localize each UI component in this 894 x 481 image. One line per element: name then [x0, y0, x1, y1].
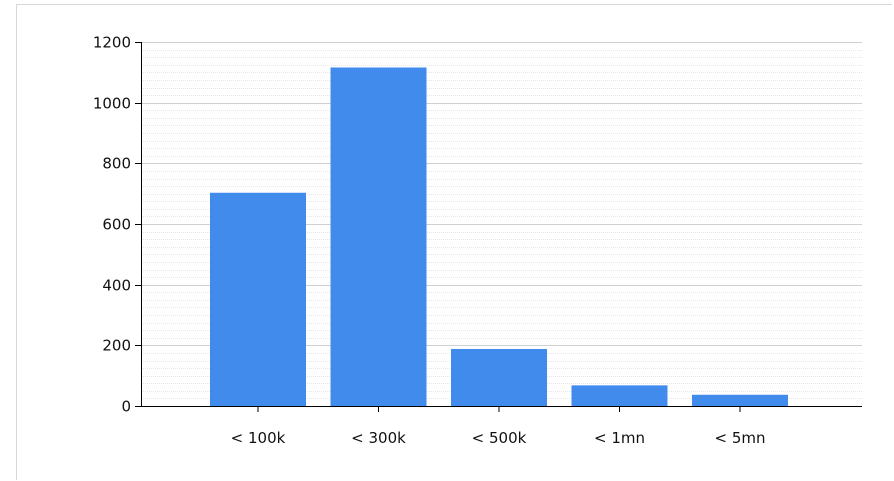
y-tick-labels: 0 200 400 600 800 1000 1200: [93, 34, 131, 416]
bars: [210, 67, 788, 406]
x-tick-label: < 500k: [472, 429, 527, 447]
x-tick-label: < 5mn: [715, 429, 766, 447]
x-tick-labels: < 100k < 300k < 500k < 1mn < 5mn: [231, 429, 766, 447]
y-tick-label: 1000: [93, 95, 131, 113]
bar-1: [330, 67, 427, 406]
bar-2: [451, 348, 547, 406]
x-tick-label: < 1mn: [594, 429, 645, 447]
y-tick-label: 0: [121, 398, 131, 416]
y-tick-label: 600: [102, 216, 131, 234]
y-tick-label: 1200: [93, 34, 131, 52]
bar-4: [692, 394, 788, 406]
y-tick-label: 800: [102, 155, 131, 173]
bar-0: [210, 192, 306, 406]
bar-3: [571, 385, 668, 406]
y-tick-label: 400: [102, 277, 131, 295]
x-tick-label: < 100k: [231, 429, 286, 447]
axes: [135, 42, 862, 412]
y-tick-label: 200: [102, 337, 131, 355]
x-tick-label: < 300k: [351, 429, 406, 447]
